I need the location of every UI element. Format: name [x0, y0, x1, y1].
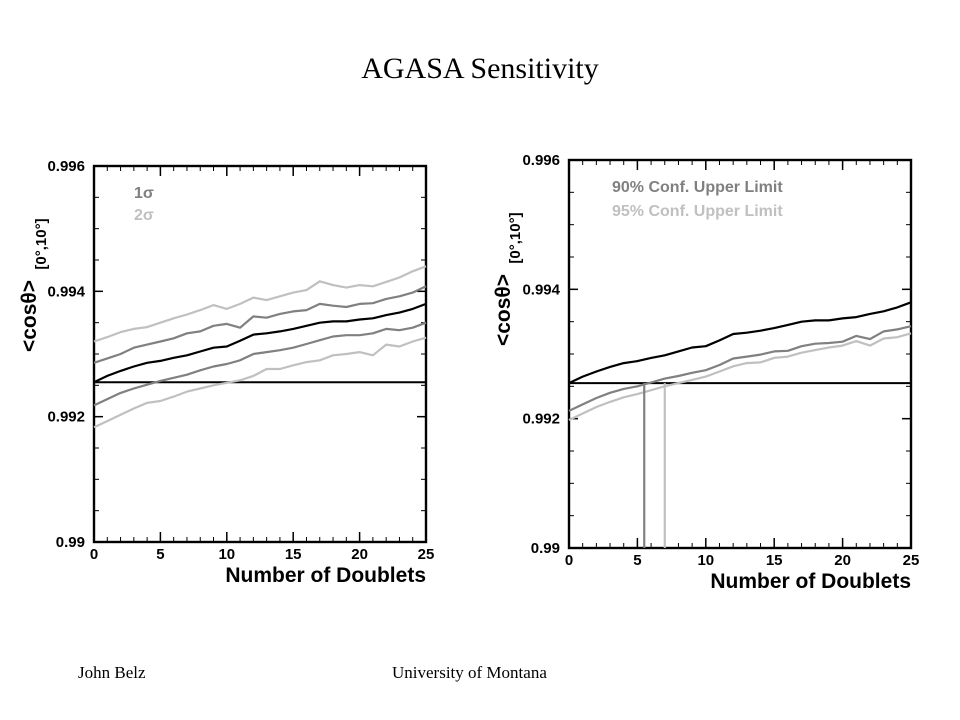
y-tick-label: 0.996	[47, 158, 85, 175]
x-tick-label: 10	[218, 546, 235, 563]
series-line-3	[93, 265, 427, 343]
x-tick-label: 15	[285, 546, 302, 563]
series-line-2	[568, 332, 912, 421]
x-tick-label: 25	[418, 546, 435, 563]
x-tick-label: 25	[903, 552, 920, 569]
series-line-2	[93, 321, 427, 407]
series-line-0	[93, 302, 427, 384]
x-tick-label: 15	[766, 552, 783, 569]
y-tick-label: 0.99	[56, 534, 85, 551]
series-line-1	[93, 285, 427, 364]
y-tick-label: 0.99	[531, 540, 560, 557]
y-axis-title: <cosθ> [0°,10°]	[492, 212, 524, 346]
x-tick-label: 10	[697, 552, 714, 569]
y-axis-title-subscript: [0°,10°]	[33, 218, 50, 269]
legend-entry-0: 90% Conf. Upper Limit	[612, 179, 783, 196]
x-tick-label: 20	[834, 552, 851, 569]
footer-institution: University of Montana	[392, 663, 547, 682]
x-tick-label: 0	[90, 546, 98, 563]
slide-title: AGASA Sensitivity	[361, 52, 599, 85]
y-tick-label: 0.992	[522, 411, 560, 428]
y-tick-label: 0.992	[47, 409, 85, 426]
x-axis-title: Number of Doublets	[225, 564, 426, 587]
x-tick-label: 5	[156, 546, 164, 563]
x-axis-title: Number of Doublets	[710, 570, 911, 593]
series-line-4	[93, 336, 427, 429]
x-tick-label: 0	[565, 552, 573, 569]
legend-entry-0: 1σ	[134, 185, 154, 202]
series-line-0	[568, 301, 912, 385]
footer-author: John Belz	[78, 663, 146, 682]
y-tick-label: 0.994	[522, 281, 560, 298]
legend-entry-1: 2σ	[134, 207, 154, 224]
plot-frame	[567, 158, 913, 550]
y-axis-title-main: <cosθ>	[18, 280, 41, 352]
y-axis-title-main: <cosθ>	[492, 274, 515, 346]
legend-entry-1: 95% Conf. Upper Limit	[612, 203, 783, 220]
x-tick-label: 20	[351, 546, 368, 563]
series-line-1	[568, 325, 912, 412]
y-axis-title: <cosθ> [0°,10°]	[18, 218, 50, 352]
y-axis-title-subscript: [0°,10°]	[507, 212, 524, 263]
y-tick-label: 0.996	[522, 152, 560, 169]
y-tick-label: 0.994	[47, 283, 85, 300]
x-tick-label: 5	[633, 552, 641, 569]
